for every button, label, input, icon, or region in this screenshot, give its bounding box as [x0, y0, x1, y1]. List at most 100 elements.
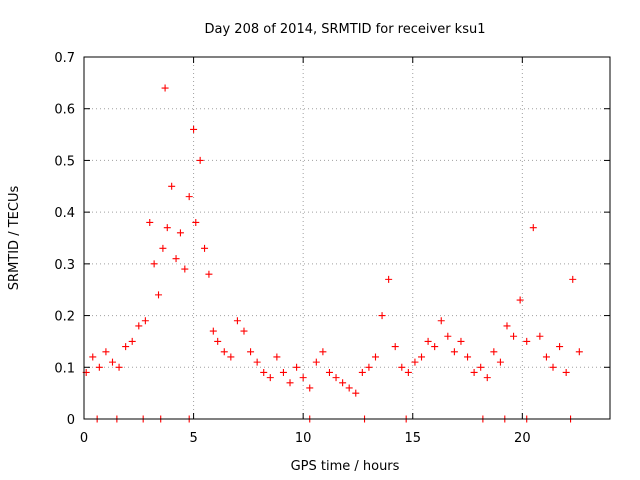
data-point — [464, 353, 472, 361]
data-point — [201, 244, 209, 252]
data-point — [391, 343, 399, 351]
plot-frame — [83, 56, 611, 420]
data-point — [253, 358, 261, 366]
data-point — [185, 193, 193, 201]
x-axis-label: GPS time / hours — [291, 459, 400, 474]
data-point — [549, 363, 557, 371]
data-point — [168, 182, 176, 190]
data-point — [483, 374, 491, 382]
axis-ticks: 0 0.1 0.2 0.3 0.4 0.5 0.6 0.7 0 5 10 15 20 — [54, 51, 610, 446]
data-point — [404, 368, 412, 376]
x-tick-label: 15 — [404, 431, 421, 446]
data-point — [312, 358, 320, 366]
data-point — [196, 156, 204, 164]
data-point — [575, 348, 583, 356]
data-point — [293, 363, 301, 371]
chart-title: Day 208 of 2014, SRMTID for receiver ksu… — [205, 22, 486, 37]
data-point — [411, 358, 419, 366]
data-point — [437, 317, 445, 325]
data-point — [503, 322, 511, 330]
data-point — [89, 353, 97, 361]
x-tick-label: 0 — [80, 431, 88, 446]
data-point — [444, 332, 452, 340]
data-point — [150, 260, 158, 268]
data-point — [457, 337, 465, 345]
data-point — [385, 275, 393, 283]
data-point — [562, 368, 570, 376]
data-point — [510, 332, 518, 340]
data-point — [431, 343, 439, 351]
data-point — [523, 337, 531, 345]
data-point — [214, 337, 222, 345]
grid — [84, 57, 610, 419]
data-point — [135, 322, 143, 330]
y-tick-label: 0.2 — [54, 310, 75, 325]
data-point — [345, 384, 353, 392]
data-point — [299, 374, 307, 382]
data-point — [159, 244, 167, 252]
data-point — [220, 348, 228, 356]
data-point — [102, 348, 110, 356]
data-point — [227, 353, 235, 361]
data-point — [122, 343, 130, 351]
y-tick-label: 0 — [67, 413, 75, 428]
data-point — [496, 358, 504, 366]
data-point — [266, 374, 274, 382]
data-point — [108, 358, 116, 366]
data-point — [260, 368, 268, 376]
data-point — [273, 353, 281, 361]
data-point — [470, 368, 478, 376]
data-point — [181, 265, 189, 273]
data-point — [529, 224, 537, 232]
data-point — [371, 353, 379, 361]
data-point — [339, 379, 347, 387]
data-point — [95, 363, 103, 371]
data-point — [172, 255, 180, 263]
data-point — [569, 275, 577, 283]
data-point — [378, 312, 386, 320]
data-point — [490, 348, 498, 356]
data-point — [319, 348, 327, 356]
data-point — [352, 389, 360, 397]
data-point — [141, 317, 149, 325]
x-tick-label: 5 — [189, 431, 197, 446]
data-point — [450, 348, 458, 356]
data-point — [358, 368, 366, 376]
data-point — [155, 291, 163, 299]
data-point — [190, 125, 198, 133]
data-point — [365, 363, 373, 371]
data-point — [209, 327, 217, 335]
data-point — [477, 363, 485, 371]
data-point — [306, 384, 314, 392]
y-tick-label: 0.7 — [54, 51, 75, 66]
x-tick-label: 10 — [295, 431, 312, 446]
data-point — [163, 224, 171, 232]
data-point — [556, 343, 564, 351]
data-point — [192, 218, 200, 226]
y-tick-label: 0.3 — [54, 258, 75, 273]
data-point — [161, 84, 169, 92]
data-point — [536, 332, 544, 340]
data-point — [286, 379, 294, 387]
data-point — [115, 363, 123, 371]
data-point — [325, 368, 333, 376]
data-point — [240, 327, 248, 335]
y-tick-label: 0.5 — [54, 154, 75, 169]
data-point — [247, 348, 255, 356]
data-point — [205, 270, 213, 278]
y-tick-label: 0.4 — [54, 206, 75, 221]
data-point — [398, 363, 406, 371]
data-point — [516, 296, 524, 304]
y-axis-label: SRMTID / TECUs — [7, 186, 22, 291]
x-tick-label: 20 — [514, 431, 531, 446]
data-point — [418, 353, 426, 361]
data-point — [542, 353, 550, 361]
data-point — [233, 317, 241, 325]
y-tick-label: 0.1 — [54, 361, 75, 376]
data-point — [332, 374, 340, 382]
data-point — [279, 368, 287, 376]
data-point — [128, 337, 136, 345]
data-points — [82, 84, 583, 423]
data-point — [424, 337, 432, 345]
